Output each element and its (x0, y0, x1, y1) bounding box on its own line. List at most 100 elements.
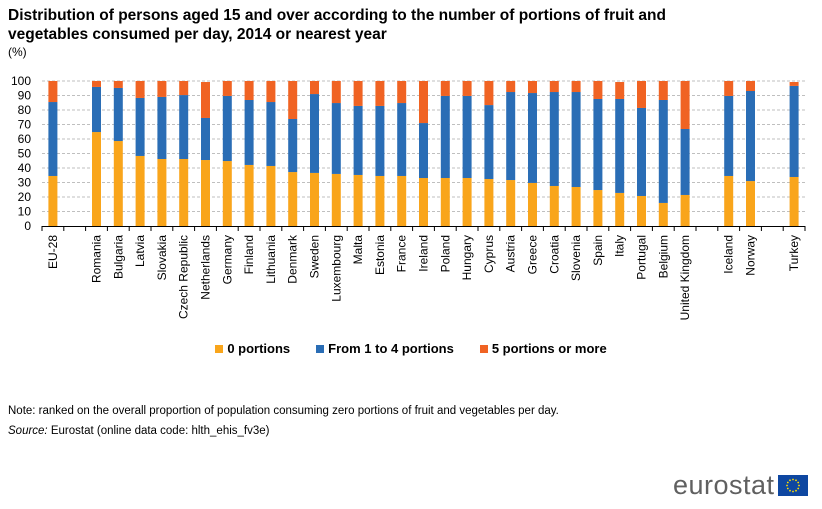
bar-zero (157, 159, 167, 226)
bar-one_to_four (571, 92, 581, 187)
bar-five_plus (724, 81, 734, 96)
bar-one_to_four (724, 95, 734, 176)
bar-five_plus (113, 81, 123, 88)
x-tick-label: Finland (242, 235, 256, 274)
bar-one_to_four (593, 98, 603, 191)
legend-item-zero: 0 portions (215, 341, 290, 356)
bar-one_to_four (113, 87, 123, 142)
bar-zero (92, 132, 101, 226)
bar-zero (222, 161, 232, 226)
bar-five_plus (593, 81, 603, 99)
bar-five_plus (288, 81, 298, 119)
bar-zero (266, 165, 276, 226)
bar-five_plus (201, 82, 210, 118)
bar-one_to_four (266, 102, 276, 166)
bar-zero (528, 182, 537, 226)
note-text: Note: ranked on the overall proportion o… (8, 405, 559, 417)
x-tick-label: Netherlands (199, 235, 213, 300)
bar-one_to_four (419, 123, 428, 179)
x-tick-label: Estonia (373, 235, 387, 275)
bar-zero (746, 181, 755, 226)
x-tick-label: Austria (504, 235, 518, 273)
x-tick-label: Romania (90, 235, 104, 283)
x-tick-label: Denmark (286, 234, 300, 284)
bar-one_to_four (746, 91, 755, 182)
x-tick-label: Turkey (787, 235, 801, 271)
bar-one_to_four (462, 95, 472, 179)
bar-one_to_four (48, 102, 58, 176)
bar-one_to_four (680, 128, 690, 195)
flag-star (786, 481, 789, 484)
flag-star (785, 484, 788, 487)
bar-one_to_four (244, 99, 254, 165)
x-tick-label: Greece (526, 235, 540, 275)
flag-star (794, 489, 797, 492)
bar-five_plus (440, 81, 450, 96)
bar-zero (680, 194, 690, 226)
bar-five_plus (484, 81, 494, 106)
bar-five_plus (528, 81, 537, 94)
bar-five_plus (549, 81, 559, 93)
bar-zero (615, 192, 625, 226)
bar-five_plus (48, 81, 58, 103)
y-tick-label: 10 (18, 205, 32, 219)
y-tick-label: 80 (18, 103, 32, 117)
bar-zero (288, 172, 298, 226)
bar-zero (637, 195, 646, 226)
bar-five_plus (244, 81, 254, 100)
eurostat-logo: eurostat (673, 470, 808, 501)
x-tick-label: Cyprus (482, 235, 496, 273)
x-tick-label: Portugal (635, 235, 649, 280)
legend: 0 portions From 1 to 4 portions 5 portio… (0, 341, 822, 356)
bar-one_to_four (331, 103, 341, 174)
flag-star (791, 490, 794, 493)
chart-title: Distribution of persons aged 15 and over… (8, 7, 666, 43)
bar-five_plus (222, 81, 232, 96)
x-tick-label: Bulgaria (111, 235, 125, 279)
bar-zero (135, 155, 145, 226)
flag-star (796, 487, 799, 490)
bar-zero (593, 190, 603, 226)
bar-five_plus (680, 81, 690, 129)
bar-one_to_four (288, 118, 298, 173)
bar-five_plus (179, 81, 189, 96)
y-tick-label: 50 (18, 147, 32, 161)
legend-swatch-one-to-four (316, 344, 325, 353)
x-tick-label: Norway (744, 235, 758, 276)
y-tick-label: 40 (18, 161, 32, 175)
bar-one_to_four (222, 95, 232, 162)
bar-five_plus (266, 81, 276, 103)
bar-five_plus (92, 81, 101, 87)
bar-one_to_four (310, 94, 319, 173)
bar-zero (506, 180, 516, 226)
bar-five_plus (419, 81, 428, 124)
bar-zero (201, 160, 210, 226)
x-tick-label: Croatia (547, 235, 561, 274)
unit-label: (%) (8, 45, 27, 59)
y-tick-label: 30 (18, 176, 32, 190)
bar-five_plus (746, 81, 755, 92)
bar-zero (789, 176, 799, 226)
x-tick-label: Belgium (656, 235, 670, 278)
source-label: Source: (8, 425, 48, 437)
bar-zero (331, 173, 341, 226)
bar-zero (375, 175, 385, 226)
bar-one_to_four (440, 95, 450, 179)
bar-zero (419, 178, 428, 226)
bar-five_plus (462, 81, 472, 96)
y-tick-label: 60 (18, 132, 32, 146)
x-tick-label: Sweden (308, 235, 322, 278)
bar-five_plus (353, 81, 363, 106)
legend-swatch-five-plus (479, 344, 488, 353)
bar-one_to_four (92, 86, 101, 133)
legend-item-one-to-four: From 1 to 4 portions (316, 341, 454, 356)
x-tick-label: Italy (613, 235, 627, 257)
x-tick-label: Luxembourg (329, 235, 343, 302)
eu-flag-icon (777, 475, 808, 496)
flag-star (794, 479, 797, 482)
x-tick-label: Germany (220, 235, 234, 284)
bar-zero (179, 159, 189, 226)
x-tick-label: Ireland (417, 235, 431, 272)
